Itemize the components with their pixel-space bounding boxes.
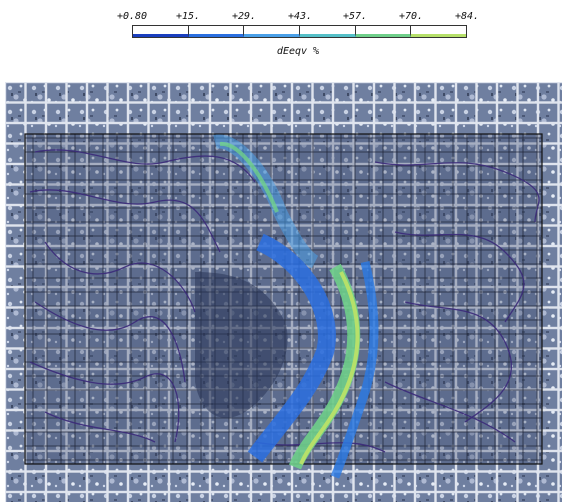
scale-tick-4: +57. (342, 11, 368, 22)
scale-segment (133, 26, 189, 37)
scale-segment (244, 26, 301, 37)
strain-overlay-image (5, 82, 562, 502)
scale-tick-5: +70. (398, 11, 424, 22)
scale-tick-0: +0.80 (116, 11, 148, 22)
right-strain-band (330, 260, 379, 479)
scale-segment (355, 26, 412, 37)
color-scale-bar (132, 25, 467, 38)
scale-tick-6: +84. (454, 11, 480, 22)
contour-lines (29, 149, 540, 453)
scale-segment (411, 26, 467, 37)
scale-tick-3: +43. (287, 11, 313, 22)
scale-caption: dEeqv % (276, 46, 320, 57)
scale-segment (188, 26, 245, 37)
scale-segment (300, 26, 356, 37)
inner-strain-band (247, 233, 336, 463)
scale-tick-1: +15. (175, 11, 201, 22)
central-grain (195, 272, 288, 418)
color-scale-legend: +0.80 +15. +29. +43. +57. +70. +84. dEeq… (0, 0, 565, 70)
outer-strain-band (288, 263, 361, 470)
scale-tick-2: +29. (231, 11, 257, 22)
